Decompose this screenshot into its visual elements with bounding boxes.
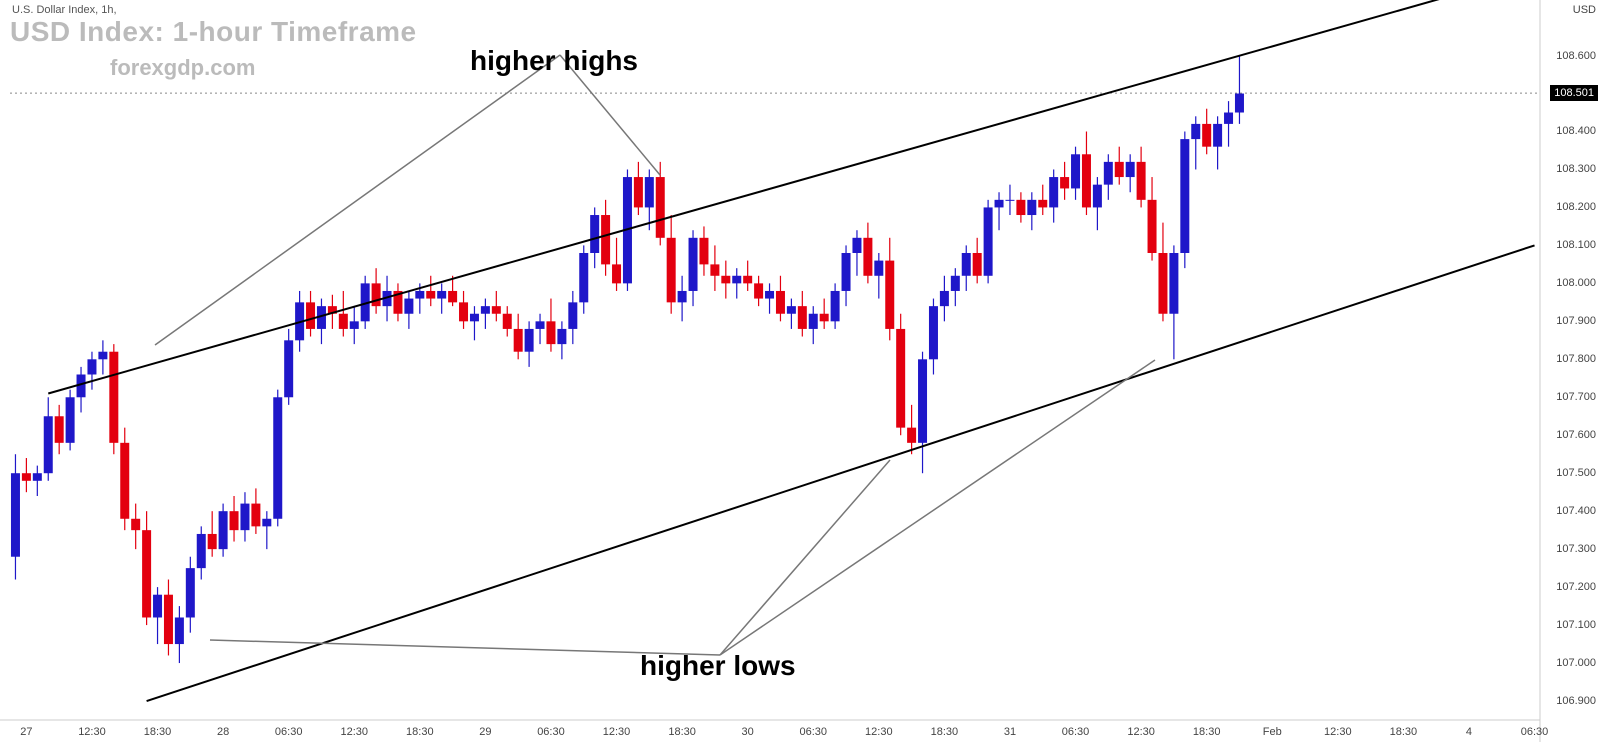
x-tick-label: 12:30 xyxy=(603,726,631,738)
x-tick-label: 30 xyxy=(742,726,754,738)
y-tick-label: 107.500 xyxy=(1556,467,1596,479)
y-tick-label: 107.200 xyxy=(1556,581,1596,593)
x-tick-label: 06:30 xyxy=(799,726,827,738)
x-tick-label: 18:30 xyxy=(1193,726,1221,738)
y-tick-label: 108.600 xyxy=(1556,50,1596,62)
y-tick-label: 107.300 xyxy=(1556,543,1596,555)
y-tick-label: 107.100 xyxy=(1556,619,1596,631)
x-tick-label: 06:30 xyxy=(1521,726,1549,738)
y-tick-label: 107.400 xyxy=(1556,505,1596,517)
x-tick-label: 18:30 xyxy=(144,726,172,738)
chart-plot xyxy=(0,0,1600,742)
x-tick-label: 06:30 xyxy=(537,726,565,738)
x-tick-label: 12:30 xyxy=(1324,726,1352,738)
y-tick-label: 106.900 xyxy=(1556,695,1596,707)
current-price-tag: 108.501 xyxy=(1550,85,1598,101)
x-tick-label: Feb xyxy=(1263,726,1282,738)
x-tick-label: 27 xyxy=(20,726,32,738)
y-tick-label: 107.600 xyxy=(1556,429,1596,441)
x-tick-label: 31 xyxy=(1004,726,1016,738)
y-axis: USD 106.900 107.000 107.100 107.200 107.300 1… xyxy=(1540,0,1600,742)
y-tick-label: 108.400 xyxy=(1556,125,1596,137)
x-tick-label: 18:30 xyxy=(668,726,696,738)
x-tick-label: 12:30 xyxy=(78,726,106,738)
x-tick-label: 12:30 xyxy=(865,726,893,738)
y-tick-label: 108.100 xyxy=(1556,239,1596,251)
x-tick-label: 18:30 xyxy=(406,726,434,738)
y-axis-header: USD xyxy=(1573,4,1596,16)
y-tick-label: 108.300 xyxy=(1556,163,1596,175)
x-tick-label: 18:30 xyxy=(1390,726,1418,738)
y-tick-label: 107.000 xyxy=(1556,657,1596,669)
x-tick-label: 06:30 xyxy=(1062,726,1090,738)
y-tick-label: 107.700 xyxy=(1556,391,1596,403)
x-tick-label: 29 xyxy=(479,726,491,738)
y-tick-label: 108.200 xyxy=(1556,201,1596,213)
x-tick-label: 12:30 xyxy=(340,726,368,738)
y-tick-label: 107.900 xyxy=(1556,315,1596,327)
annotation-higher-highs: higher highs xyxy=(470,45,638,77)
chart-container: U.S. Dollar Index, 1h, USD Index: 1-hour… xyxy=(0,0,1600,742)
x-tick-label: 4 xyxy=(1466,726,1472,738)
annotation-higher-lows: higher lows xyxy=(640,650,796,682)
x-tick-label: 28 xyxy=(217,726,229,738)
x-tick-label: 18:30 xyxy=(931,726,959,738)
x-axis: 27 12:30 18:30 28 06:30 12:30 18:30 29 06:30 12:3… xyxy=(0,720,1540,742)
x-tick-label: 12:30 xyxy=(1127,726,1155,738)
y-tick-label: 107.800 xyxy=(1556,353,1596,365)
y-tick-label: 108.000 xyxy=(1556,277,1596,289)
x-tick-label: 06:30 xyxy=(275,726,303,738)
